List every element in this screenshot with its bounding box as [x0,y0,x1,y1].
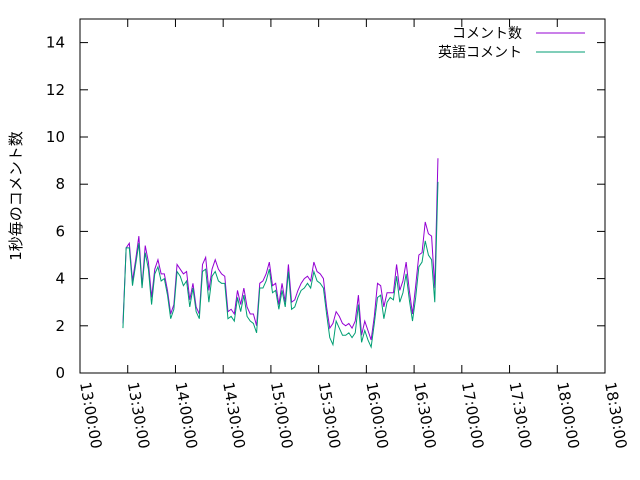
x-tick-label: 14:30:00 [219,381,248,450]
y-axis-label: 1秒毎のコメント数 [7,131,25,261]
y-tick-label: 10 [46,128,65,146]
plot-area [79,18,606,374]
y-tick-label: 6 [55,222,65,240]
y-axis: 0 2 4 6 8 10 12 14 [46,34,605,382]
x-tick-label: 17:00:00 [458,381,487,450]
y-tick-label: 14 [46,34,65,52]
x-axis: 13:00:00 13:30:00 14:00:00 14:30:00 15:00:00… [76,19,630,450]
y-tick-label: 12 [46,81,65,99]
series-layer [122,158,439,349]
series-line-2 [122,181,439,349]
plot-border [79,18,606,374]
x-tick-label: 13:00:00 [76,381,105,450]
x-tick-label: 18:30:00 [601,381,630,450]
x-tick-label: 18:00:00 [553,381,582,450]
x-tick-label: 17:30:00 [506,381,535,450]
y-tick-label: 2 [55,317,65,335]
x-tick-label: 14:00:00 [172,381,201,450]
x-tick-label: 15:00:00 [267,381,296,450]
x-tick-label: 16:30:00 [410,381,439,450]
y-tick-label: 0 [55,364,65,382]
legend-label-2: 英語コメント [438,44,522,61]
x-tick-label: 16:00:00 [362,381,391,450]
y-tick-label: 4 [55,270,65,288]
x-tick-label: 13:30:00 [124,381,153,450]
x-tick-label: 15:30:00 [315,381,344,450]
legend-label-1: コメント数 [452,26,522,42]
y-tick-label: 8 [55,175,65,193]
